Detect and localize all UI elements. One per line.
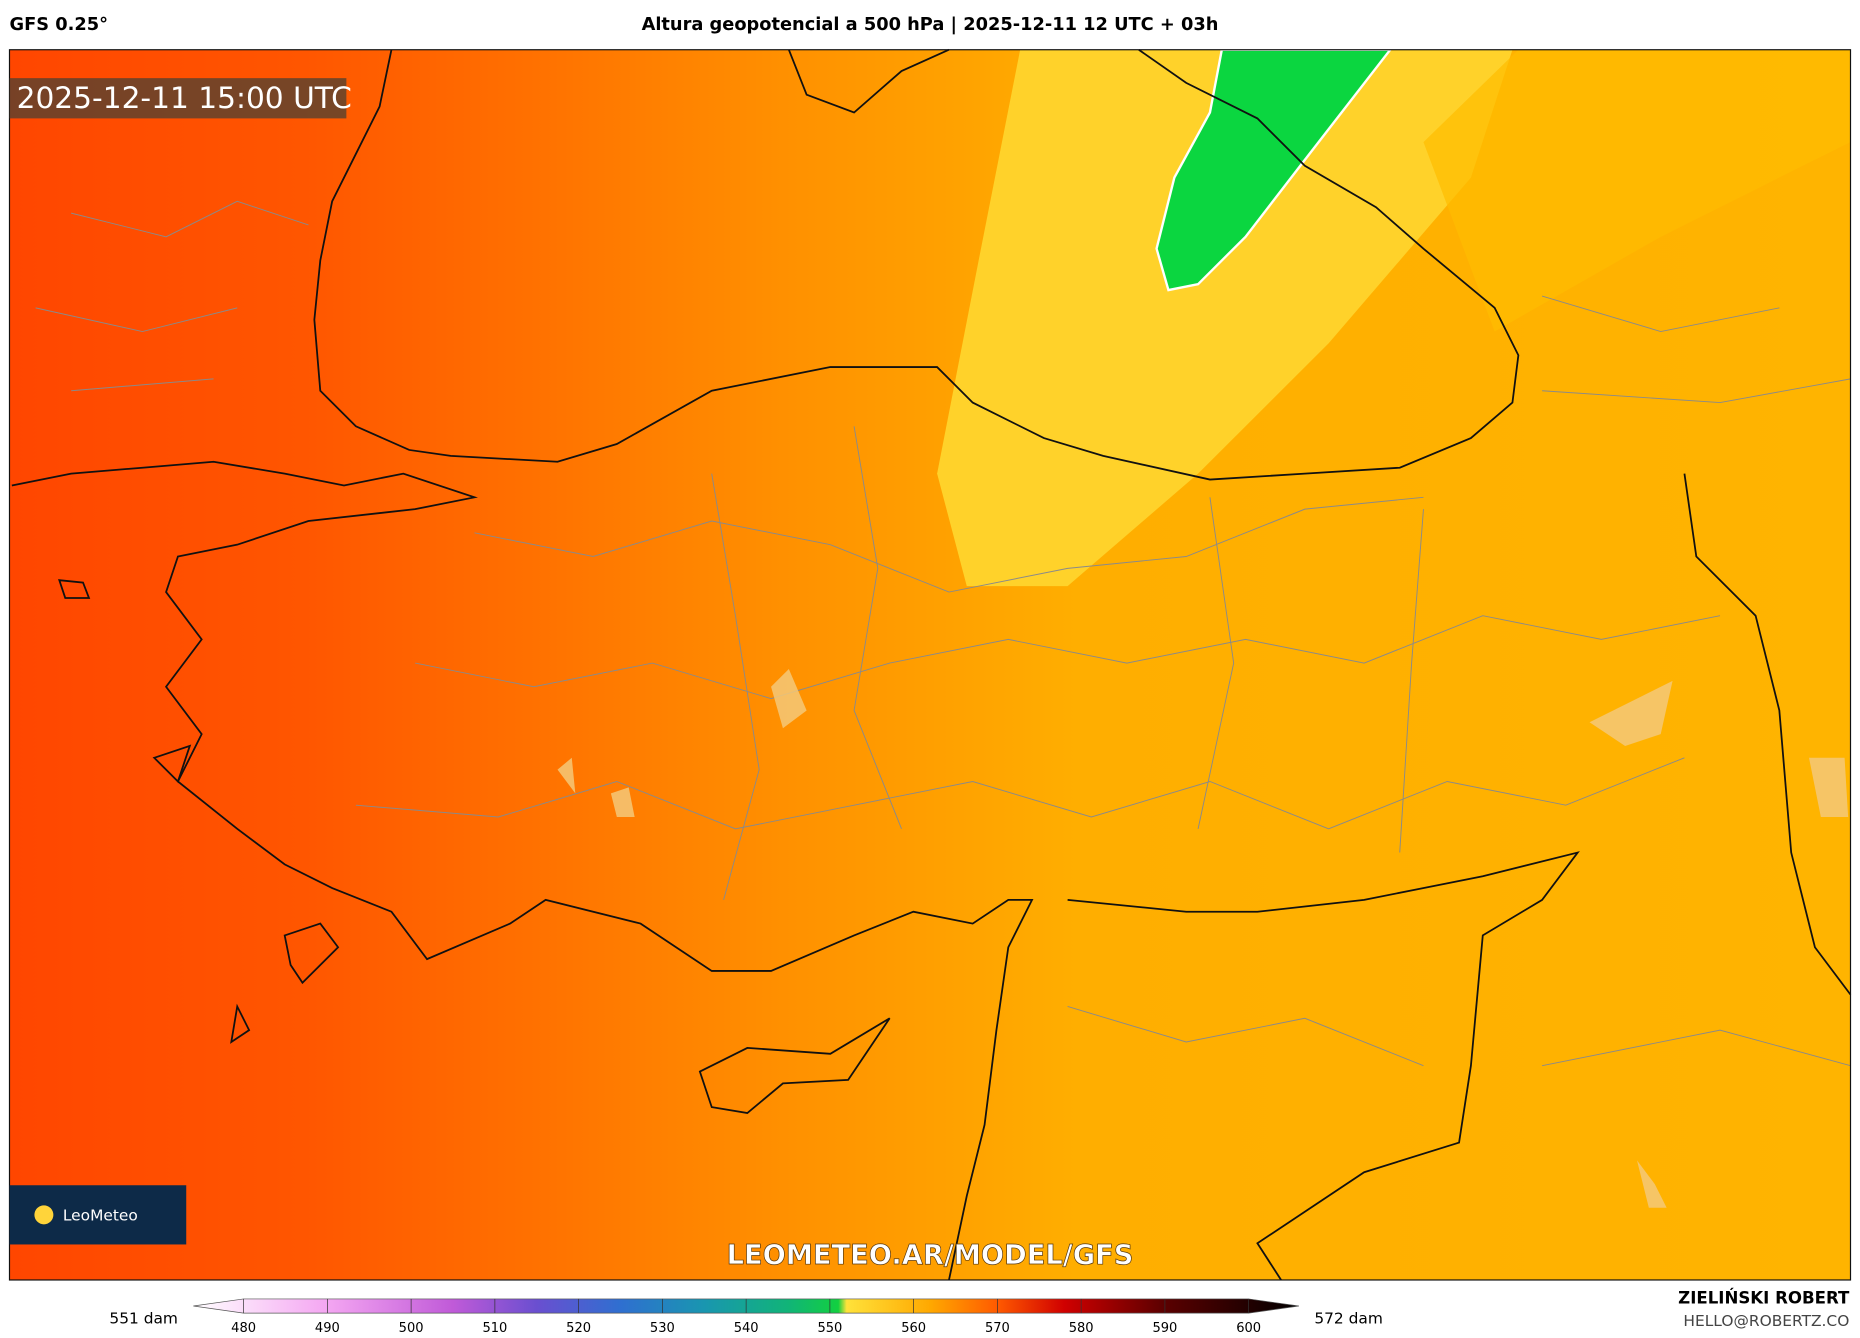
colorbar-tick-label: 540 xyxy=(734,1321,759,1336)
colorbar-tick-label: 600 xyxy=(1236,1321,1261,1336)
island xyxy=(58,579,340,1044)
colorbar-tick-label: 580 xyxy=(1069,1321,1094,1336)
colorbar: 551 dam 572 dam 480 490 500 510 520 530 540 550… xyxy=(109,1298,1383,1336)
timestamp-box xyxy=(9,78,347,119)
colorbar-tick-label: 530 xyxy=(650,1321,675,1336)
logo-icon xyxy=(34,1205,54,1225)
colorbar-tick-label: 570 xyxy=(985,1321,1010,1336)
colorbar-tick-label: 550 xyxy=(817,1321,842,1336)
colorbar-min-label: 551 dam xyxy=(109,1310,178,1328)
colorbar-tick-label: 560 xyxy=(901,1321,926,1336)
coastline xyxy=(11,460,1034,1281)
watermark: LEOMETEO.AR/MODEL/GFS xyxy=(727,1240,1134,1271)
border xyxy=(1683,473,1852,996)
colorbar-tick-label: 480 xyxy=(231,1321,256,1336)
map: 2025-12-11 15:00 UTC LeoMeteo LEOMETEO.A… xyxy=(8,48,1852,1281)
email: HELLO@ROBERTZ.CO xyxy=(1683,1312,1849,1330)
coastline xyxy=(313,49,1520,481)
coastline xyxy=(788,48,950,114)
border xyxy=(1067,851,1580,1281)
logo-text: LeoMeteo xyxy=(63,1207,138,1225)
colorbar-tick-label: 500 xyxy=(399,1321,424,1336)
island xyxy=(698,1017,891,1114)
colorbar-tick-label: 490 xyxy=(315,1321,340,1336)
colorbar-tick-label: 590 xyxy=(1152,1321,1177,1336)
model-label: GFS 0.25° xyxy=(9,15,108,35)
colorbar-max-label: 572 dam xyxy=(1314,1310,1383,1328)
field-zone xyxy=(1423,49,1851,332)
map-title: Altura geopotencial a 500 hPa | 2025-12-… xyxy=(642,15,1219,35)
colorbar-tick-label: 520 xyxy=(566,1321,591,1336)
ridge-zone xyxy=(937,49,1513,587)
timestamp: 2025-12-11 15:00 UTC xyxy=(17,81,352,115)
admin-border xyxy=(35,200,1851,1067)
colorbar-tick-label: 510 xyxy=(482,1321,507,1336)
low-zone xyxy=(1155,48,1393,292)
author: ZIELIŃSKI ROBERT xyxy=(1678,1288,1850,1307)
map-frame xyxy=(8,49,1852,1281)
